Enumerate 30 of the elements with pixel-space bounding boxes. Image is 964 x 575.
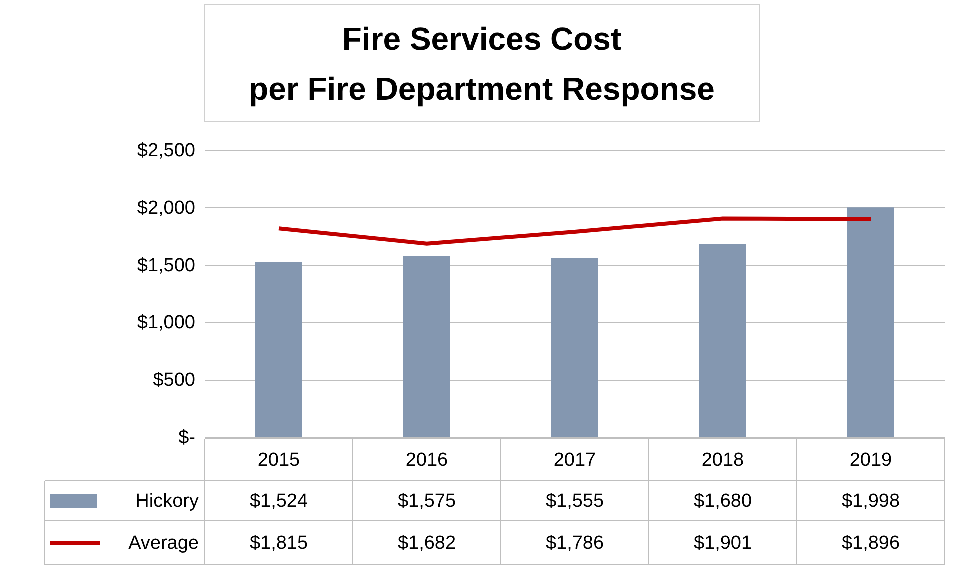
x-tick-label: 2015 xyxy=(258,450,300,471)
y-tick-label: $- xyxy=(178,428,196,448)
y-tick-label: $500 xyxy=(153,370,196,392)
bar xyxy=(404,256,450,437)
bar xyxy=(700,244,746,437)
data-label: $1,555 xyxy=(546,491,604,512)
data-label: $1,998 xyxy=(842,491,900,512)
line-series xyxy=(277,216,873,246)
data-label: $1,901 xyxy=(694,533,752,554)
data-label: $1,575 xyxy=(398,491,456,512)
data-label: $1,786 xyxy=(546,533,604,554)
x-tick-label: 2019 xyxy=(850,450,892,471)
data-label: $1,682 xyxy=(398,533,456,554)
y-tick-label: $1,000 xyxy=(137,312,196,334)
legend-label: Hickory xyxy=(136,491,200,512)
data-label: $1,896 xyxy=(842,533,900,554)
x-tick-label: 2017 xyxy=(554,450,596,471)
y-tick-label: $2,000 xyxy=(137,198,196,219)
x-tick-label: 2016 xyxy=(406,450,448,471)
x-tick-label: 2018 xyxy=(702,450,744,471)
data-label: $1,815 xyxy=(250,533,308,554)
chart-title: Fire Services Cost per Fire Department Response xyxy=(249,21,715,107)
data-label: $1,524 xyxy=(250,491,308,512)
bar xyxy=(848,208,894,437)
legend-label: Average xyxy=(128,533,199,554)
bar xyxy=(552,258,598,437)
bar xyxy=(256,262,302,437)
data-label: $1,680 xyxy=(694,491,752,512)
y-tick-label: $1,500 xyxy=(137,255,196,276)
y-tick-label: $2,500 xyxy=(137,140,196,162)
